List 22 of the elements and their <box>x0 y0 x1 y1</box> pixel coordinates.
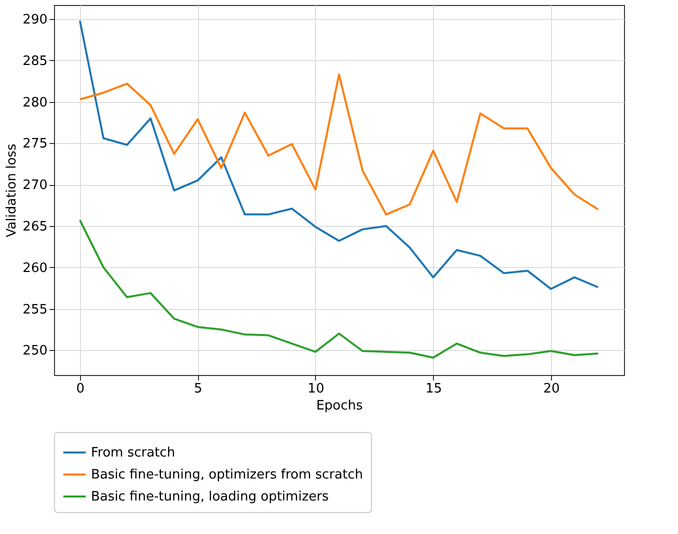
y-tick-label: 270 <box>22 178 48 194</box>
x-tick-label: 10 <box>308 382 324 396</box>
y-tick-label: 285 <box>22 54 48 69</box>
y-tick-label: 260 <box>22 260 48 276</box>
x-tick-label: 0 <box>76 382 85 396</box>
line-series <box>78 219 600 359</box>
line-series <box>78 74 600 216</box>
line-series <box>78 20 600 290</box>
y-tick-label: 265 <box>22 220 48 235</box>
legend-label: Basic fine-tuning, loading optimizers <box>91 490 329 504</box>
y-axis-title: Validation loss <box>4 144 20 238</box>
x-tick-label: 5 <box>194 382 202 396</box>
y-tick-label: 275 <box>22 136 48 152</box>
y-tick-label: 280 <box>22 95 48 110</box>
x-axis-title: Epochs <box>316 398 364 414</box>
x-tick-label: 15 <box>425 382 442 396</box>
y-tick-label: 290 <box>22 12 48 28</box>
x-tick-label: 20 <box>543 382 560 396</box>
legend-label: From scratch <box>91 446 176 460</box>
y-tick-label: 255 <box>22 302 48 318</box>
legend-label: Basic fine-tuning, optimizers from scratch <box>91 468 363 482</box>
y-tick-label: 250 <box>22 344 48 359</box>
